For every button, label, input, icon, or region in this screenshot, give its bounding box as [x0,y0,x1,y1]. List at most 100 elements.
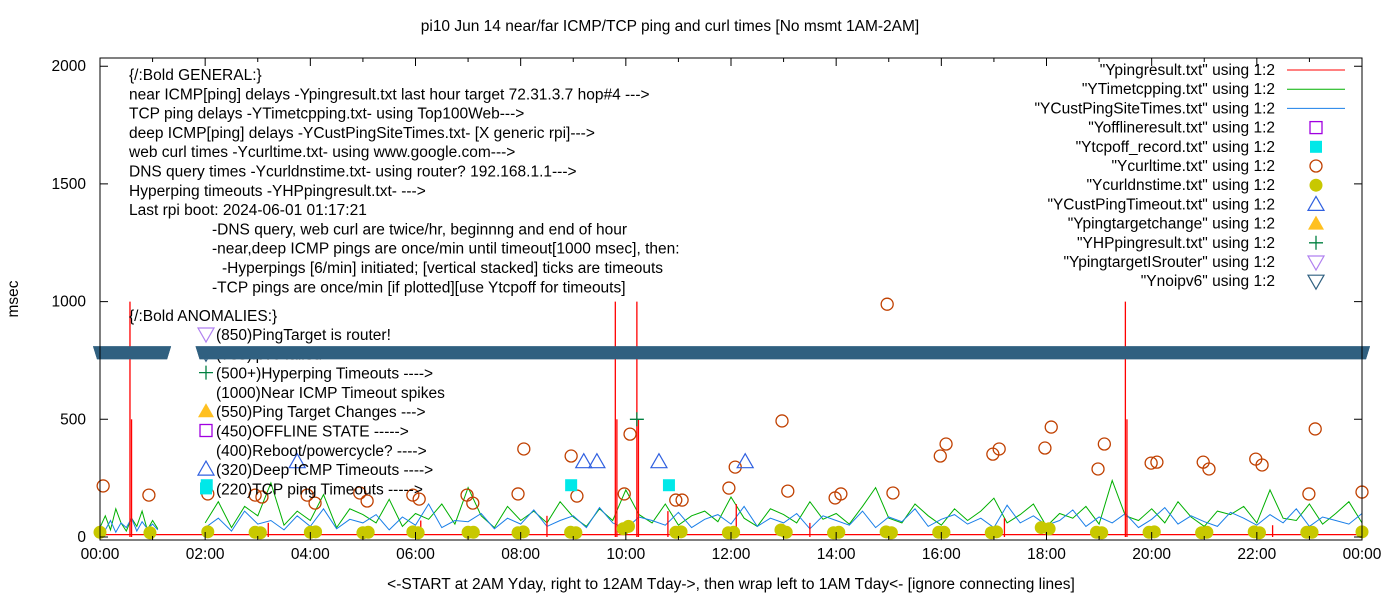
dns-time-point [309,525,323,539]
noipv6-band [195,346,1371,360]
anomaly-marker-icon [200,482,212,495]
anomaly-note: (450)OFFLINE STATE -----> [216,424,409,441]
legend-entry-label: "Ycurldnstime.txt" using 1:2 [1087,177,1275,194]
dns-time-point [1200,525,1214,539]
curl-time-point [1044,420,1058,434]
x-tick-label: 10:00 [606,546,645,563]
curl-time-point [834,487,848,501]
general-note: {/:Bold GENERAL:} [129,67,262,84]
x-tick-label: 20:00 [1132,546,1171,563]
dns-time-point [990,525,1004,539]
general-note: Last rpi boot: 2024-06-01 01:17:21 [129,202,367,219]
curl-time-point [353,486,367,500]
legend-entry-label: "Yofflineresult.txt" using 1:2 [1088,120,1275,137]
anomaly-marker-icon [198,403,214,418]
legend-marker-icon [1310,140,1322,153]
dns-time-point [1042,522,1056,536]
legend-marker-icon [1309,235,1323,250]
curl-time-point [617,487,631,501]
deep-icmp-timeout-point [736,452,755,469]
dns-time-point [143,526,157,540]
y-tick-label: 1500 [52,176,87,193]
general-note: -Hyperpings [6/min] initiated; [vertical… [222,260,663,277]
dns-time-point [832,525,846,539]
noipv6-band [93,346,172,360]
x-tick-label: 04:00 [291,546,330,563]
general-note: deep ICMP[ping] delays -YCustPingSiteTim… [129,125,595,142]
legend-entry-label: "YTimetcpping.txt" using 1:2 [1082,81,1275,98]
legend-entry-label: "YHPpingresult.txt" using 1:2 [1077,235,1275,252]
anomaly-marker-icon [196,459,216,476]
legend-marker-icon [1309,120,1323,135]
dns-time-point [1252,526,1266,540]
x-tick-label: 00:00 [81,546,120,563]
legend-entry-label: "YCustPingSiteTimes.txt" using 1:2 [1035,100,1275,117]
curl-time-point [775,414,789,428]
curl-time-point [142,488,156,502]
general-note: -TCP pings are once/min [if plotted][use… [212,279,626,296]
curl-time-point [517,442,531,456]
legend-marker-icon [1308,215,1324,230]
general-note: web curl times -Ycurltime.txt- using www… [128,144,515,161]
y-axis-label: msec [5,280,22,317]
general-note: -near,deep ICMP pings are once/min until… [212,241,680,258]
dns-time-point [411,526,425,540]
curl-time-point [939,437,953,451]
anomaly-marker-icon [199,365,213,380]
hyperping-timeout-point [629,412,644,427]
dns-time-point [674,525,688,539]
legend-marker-icon [1306,255,1326,272]
curl-time-point [300,488,314,502]
legend-marker-icon [1306,274,1326,291]
deep-icmp-timeout-point [587,452,606,469]
curl-time-point [1091,462,1105,476]
legend-entry-label: "YCustPingTimeout.txt" using 1:2 [1047,196,1275,213]
dns-time-point [361,525,375,539]
curl-time-point [1302,487,1316,501]
x-tick-label: 06:00 [396,546,435,563]
x-tick-label: 22:00 [1237,546,1276,563]
chart-title: pi10 Jun 14 near/far ICMP/TCP ping and c… [421,18,919,35]
anomaly-marker-icon [196,327,216,344]
tcp-ping-line [204,478,1363,529]
y-tick-label: 0 [77,529,86,546]
dns-time-point [253,526,267,540]
x-tick-label: 16:00 [922,546,961,563]
curl-time-point [781,484,795,498]
dns-time-point [201,525,215,539]
curl-time-point [1097,437,1111,451]
dns-time-point [1147,525,1161,539]
x-axis-label: <-START at 2AM Yday, right to 12AM Tday-… [387,576,1075,593]
curl-time-point [623,427,637,441]
curl-time-point [564,449,578,463]
curl-time-point [248,488,262,502]
general-note: TCP ping delays -YTimetcpping.txt- using… [129,106,524,123]
anomaly-note: (320)Deep ICMP Timeouts ----> [216,462,433,479]
deep-icmp-timeout-point [649,452,668,469]
curl-time-point [669,493,683,507]
legend-entry-label: "Ynoipv6" using 1:2 [1141,273,1275,290]
dns-time-point [779,525,793,539]
curl-time-point [96,479,110,493]
legend-entry-label: "Ycurltime.txt" using 1:2 [1112,158,1275,175]
curl-time-point [1308,422,1322,436]
x-tick-label: 12:00 [712,546,751,563]
deep-icmp-timeout-point [574,452,593,469]
curl-time-point [412,492,426,506]
curl-time-point [880,297,894,311]
curl-time-point [992,442,1006,456]
legend-marker-icon [1309,159,1323,173]
anomaly-note: (500+)Hyperping Timeouts ----> [216,366,433,383]
curl-time-point [933,449,947,463]
x-tick-label: 02:00 [186,546,225,563]
anomaly-note: (550)Ping Target Changes ---> [216,404,426,421]
curl-time-point [360,494,374,508]
anomaly-note: (1000)Near ICMP Timeout spikes [216,385,445,402]
x-tick-label: 18:00 [1027,546,1066,563]
curl-time-point [308,496,322,510]
legend-entry-label: "Ypingresult.txt" using 1:2 [1100,62,1275,79]
dns-time-point [884,526,898,540]
tcp-timeout-point [565,479,578,492]
general-note: near ICMP[ping] delays -Ypingresult.txt … [129,86,650,103]
